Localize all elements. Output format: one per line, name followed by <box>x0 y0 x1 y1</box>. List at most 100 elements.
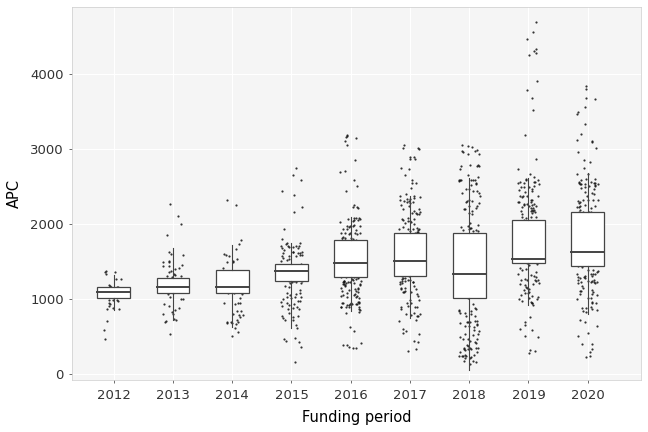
Point <box>283 242 293 249</box>
Point <box>396 235 406 242</box>
Point <box>337 263 347 270</box>
Point <box>408 260 419 267</box>
Point <box>337 259 347 266</box>
Point <box>104 299 114 306</box>
Point <box>586 303 597 310</box>
Point <box>401 310 411 317</box>
Point <box>457 148 467 155</box>
Point <box>583 197 593 203</box>
Point <box>353 299 364 306</box>
Point <box>471 359 481 366</box>
Point <box>454 307 464 314</box>
Point <box>339 264 349 271</box>
Point <box>279 336 289 343</box>
Point <box>294 251 305 258</box>
Point <box>159 277 169 284</box>
Point <box>413 237 423 244</box>
Point <box>353 286 363 292</box>
Point <box>473 254 483 260</box>
Point <box>465 292 475 299</box>
Point <box>352 247 362 254</box>
Point <box>524 289 534 296</box>
Point <box>218 278 228 285</box>
Point <box>408 279 418 286</box>
Point <box>581 309 591 316</box>
Point <box>398 266 408 273</box>
Point <box>295 249 306 256</box>
Point <box>572 219 583 226</box>
Point <box>574 226 584 233</box>
Point <box>463 292 473 299</box>
Point <box>473 261 483 268</box>
Point <box>588 255 599 262</box>
Point <box>169 285 179 292</box>
Point <box>581 86 592 93</box>
Point <box>336 293 346 300</box>
Point <box>163 268 174 275</box>
Point <box>277 253 287 260</box>
Point <box>518 200 529 207</box>
Point <box>343 267 353 274</box>
Point <box>158 288 168 295</box>
Point <box>397 249 407 256</box>
Point <box>276 276 286 283</box>
Point <box>523 253 533 260</box>
Point <box>405 245 415 251</box>
Point <box>176 281 186 288</box>
Point <box>157 285 168 292</box>
Point <box>341 280 351 286</box>
Point <box>520 282 530 289</box>
Point <box>400 264 411 270</box>
Point <box>411 210 421 217</box>
Point <box>354 300 364 307</box>
Point <box>474 162 484 169</box>
Point <box>583 182 594 189</box>
Point <box>461 242 471 249</box>
Point <box>463 196 474 203</box>
Point <box>396 246 406 253</box>
Point <box>403 214 413 221</box>
Point <box>290 278 301 285</box>
Point <box>469 352 480 359</box>
Point <box>345 222 355 229</box>
Point <box>583 258 593 265</box>
Point <box>591 247 601 254</box>
Point <box>281 262 291 269</box>
Point <box>576 279 586 286</box>
Point <box>410 251 420 257</box>
Point <box>404 239 415 246</box>
Point <box>457 148 468 155</box>
Point <box>403 277 413 284</box>
Point <box>412 251 422 258</box>
Point <box>456 310 466 317</box>
Point <box>395 233 405 240</box>
Point <box>279 247 289 254</box>
Point <box>590 212 601 219</box>
Point <box>581 83 592 89</box>
Point <box>462 276 472 283</box>
Point <box>347 269 357 276</box>
Point <box>586 137 597 144</box>
Point <box>586 306 597 313</box>
Point <box>405 199 415 206</box>
Point <box>580 189 590 196</box>
Point <box>524 51 534 58</box>
Point <box>296 273 307 280</box>
Point <box>351 135 362 142</box>
Point <box>235 314 245 321</box>
Point <box>526 299 536 305</box>
Point <box>576 241 586 248</box>
Point <box>457 254 468 260</box>
Point <box>457 352 467 359</box>
Point <box>517 228 527 235</box>
Point <box>169 280 179 287</box>
Point <box>456 288 466 295</box>
Point <box>575 227 585 234</box>
Point <box>293 274 303 281</box>
Point <box>351 249 362 256</box>
Point <box>533 293 543 300</box>
Point <box>400 270 411 276</box>
Point <box>580 202 590 209</box>
Point <box>522 229 533 236</box>
Point <box>521 266 531 273</box>
